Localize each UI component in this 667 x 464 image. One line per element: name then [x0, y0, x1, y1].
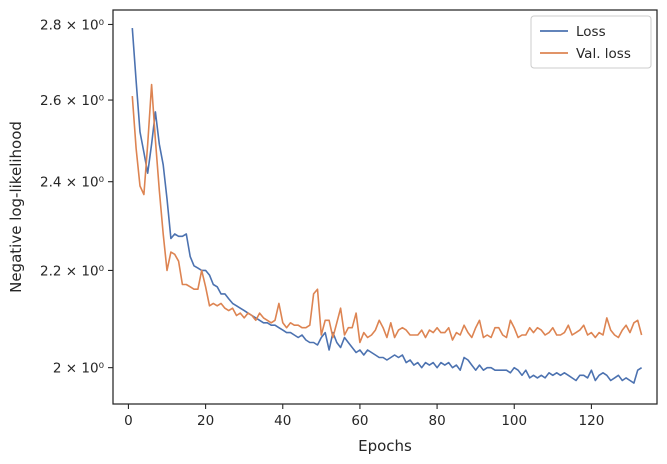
y-axis-ticks: 2 × 10⁰ 2.2 × 10⁰ 2.4 × 10⁰ 2.6 × 10⁰ 2.8 × … [40, 17, 113, 377]
y-tick-label: 2 × 10⁰ [53, 361, 104, 377]
x-axis-label: Epochs [358, 437, 412, 455]
x-tick-label: 40 [274, 413, 291, 429]
x-tick-label: 20 [197, 413, 214, 429]
x-tick-label: 100 [501, 413, 527, 429]
y-tick-label: 2.6 × 10⁰ [40, 93, 104, 109]
y-tick-label: 2.4 × 10⁰ [40, 175, 104, 191]
series-layer [131, 28, 643, 384]
series-line-1 [131, 28, 643, 384]
axes-frame [112, 9, 658, 405]
x-axis-ticks: 0 20 40 60 80 100 120 [124, 404, 604, 429]
y-axis-label: Negative log-likelihood [7, 121, 25, 293]
y-tick-label: 2.8 × 10⁰ [40, 17, 104, 33]
x-tick-label: 80 [428, 413, 445, 429]
x-tick-label: 60 [351, 413, 368, 429]
x-tick-label: 120 [579, 413, 605, 429]
legend-label-2: Val. loss [576, 46, 631, 62]
legend-box [530, 15, 652, 69]
legend-label-1: Loss [576, 24, 606, 40]
x-tick-label: 0 [124, 413, 133, 429]
legend: Loss Val. loss [530, 15, 652, 69]
series-line-2 [131, 83, 643, 344]
y-tick-label: 2.2 × 10⁰ [40, 263, 104, 279]
